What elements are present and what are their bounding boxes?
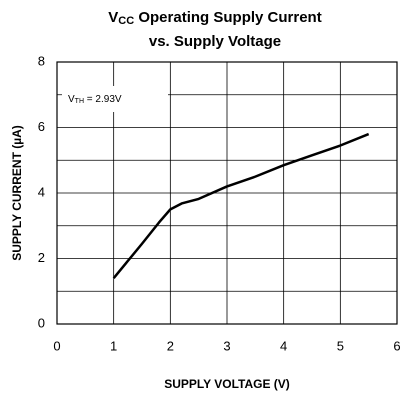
x-tick-label: 3 [223,338,230,353]
title-text: Operating Supply Current [134,9,322,26]
y-tick-label: 0 [38,315,45,330]
x-tick-label: 6 [393,338,400,353]
x-tick-label: 1 [110,338,117,353]
y-tick-label: 6 [38,119,45,134]
y-tick-label: 4 [38,184,45,199]
chart-title-line2: vs. Supply Voltage [149,33,281,50]
x-tick-label: 2 [167,338,174,353]
annotation-box [62,86,168,112]
title-symbol: V [108,9,118,26]
annotation-text: = 2.93V [84,94,122,105]
title-subscript: CC [118,15,134,27]
annotation-symbol: V [68,94,75,105]
annotation-subscript: TH [75,98,84,105]
x-tick-label: 0 [53,338,60,353]
data-line [112,132,370,279]
x-tick-label: 5 [337,338,344,353]
x-axis-label: SUPPLY VOLTAGE (V) [164,377,290,391]
x-tick-label: 4 [280,338,287,353]
chart-title: VCC Operating Supply Current [108,9,321,27]
y-tick-label: 2 [38,250,45,265]
annotation: VTH = 2.93V [68,94,122,105]
y-axis-label: SUPPLY CURRENT (µA) [10,125,24,261]
plot-frame [56,61,398,325]
y-tick-label: 8 [38,53,45,68]
